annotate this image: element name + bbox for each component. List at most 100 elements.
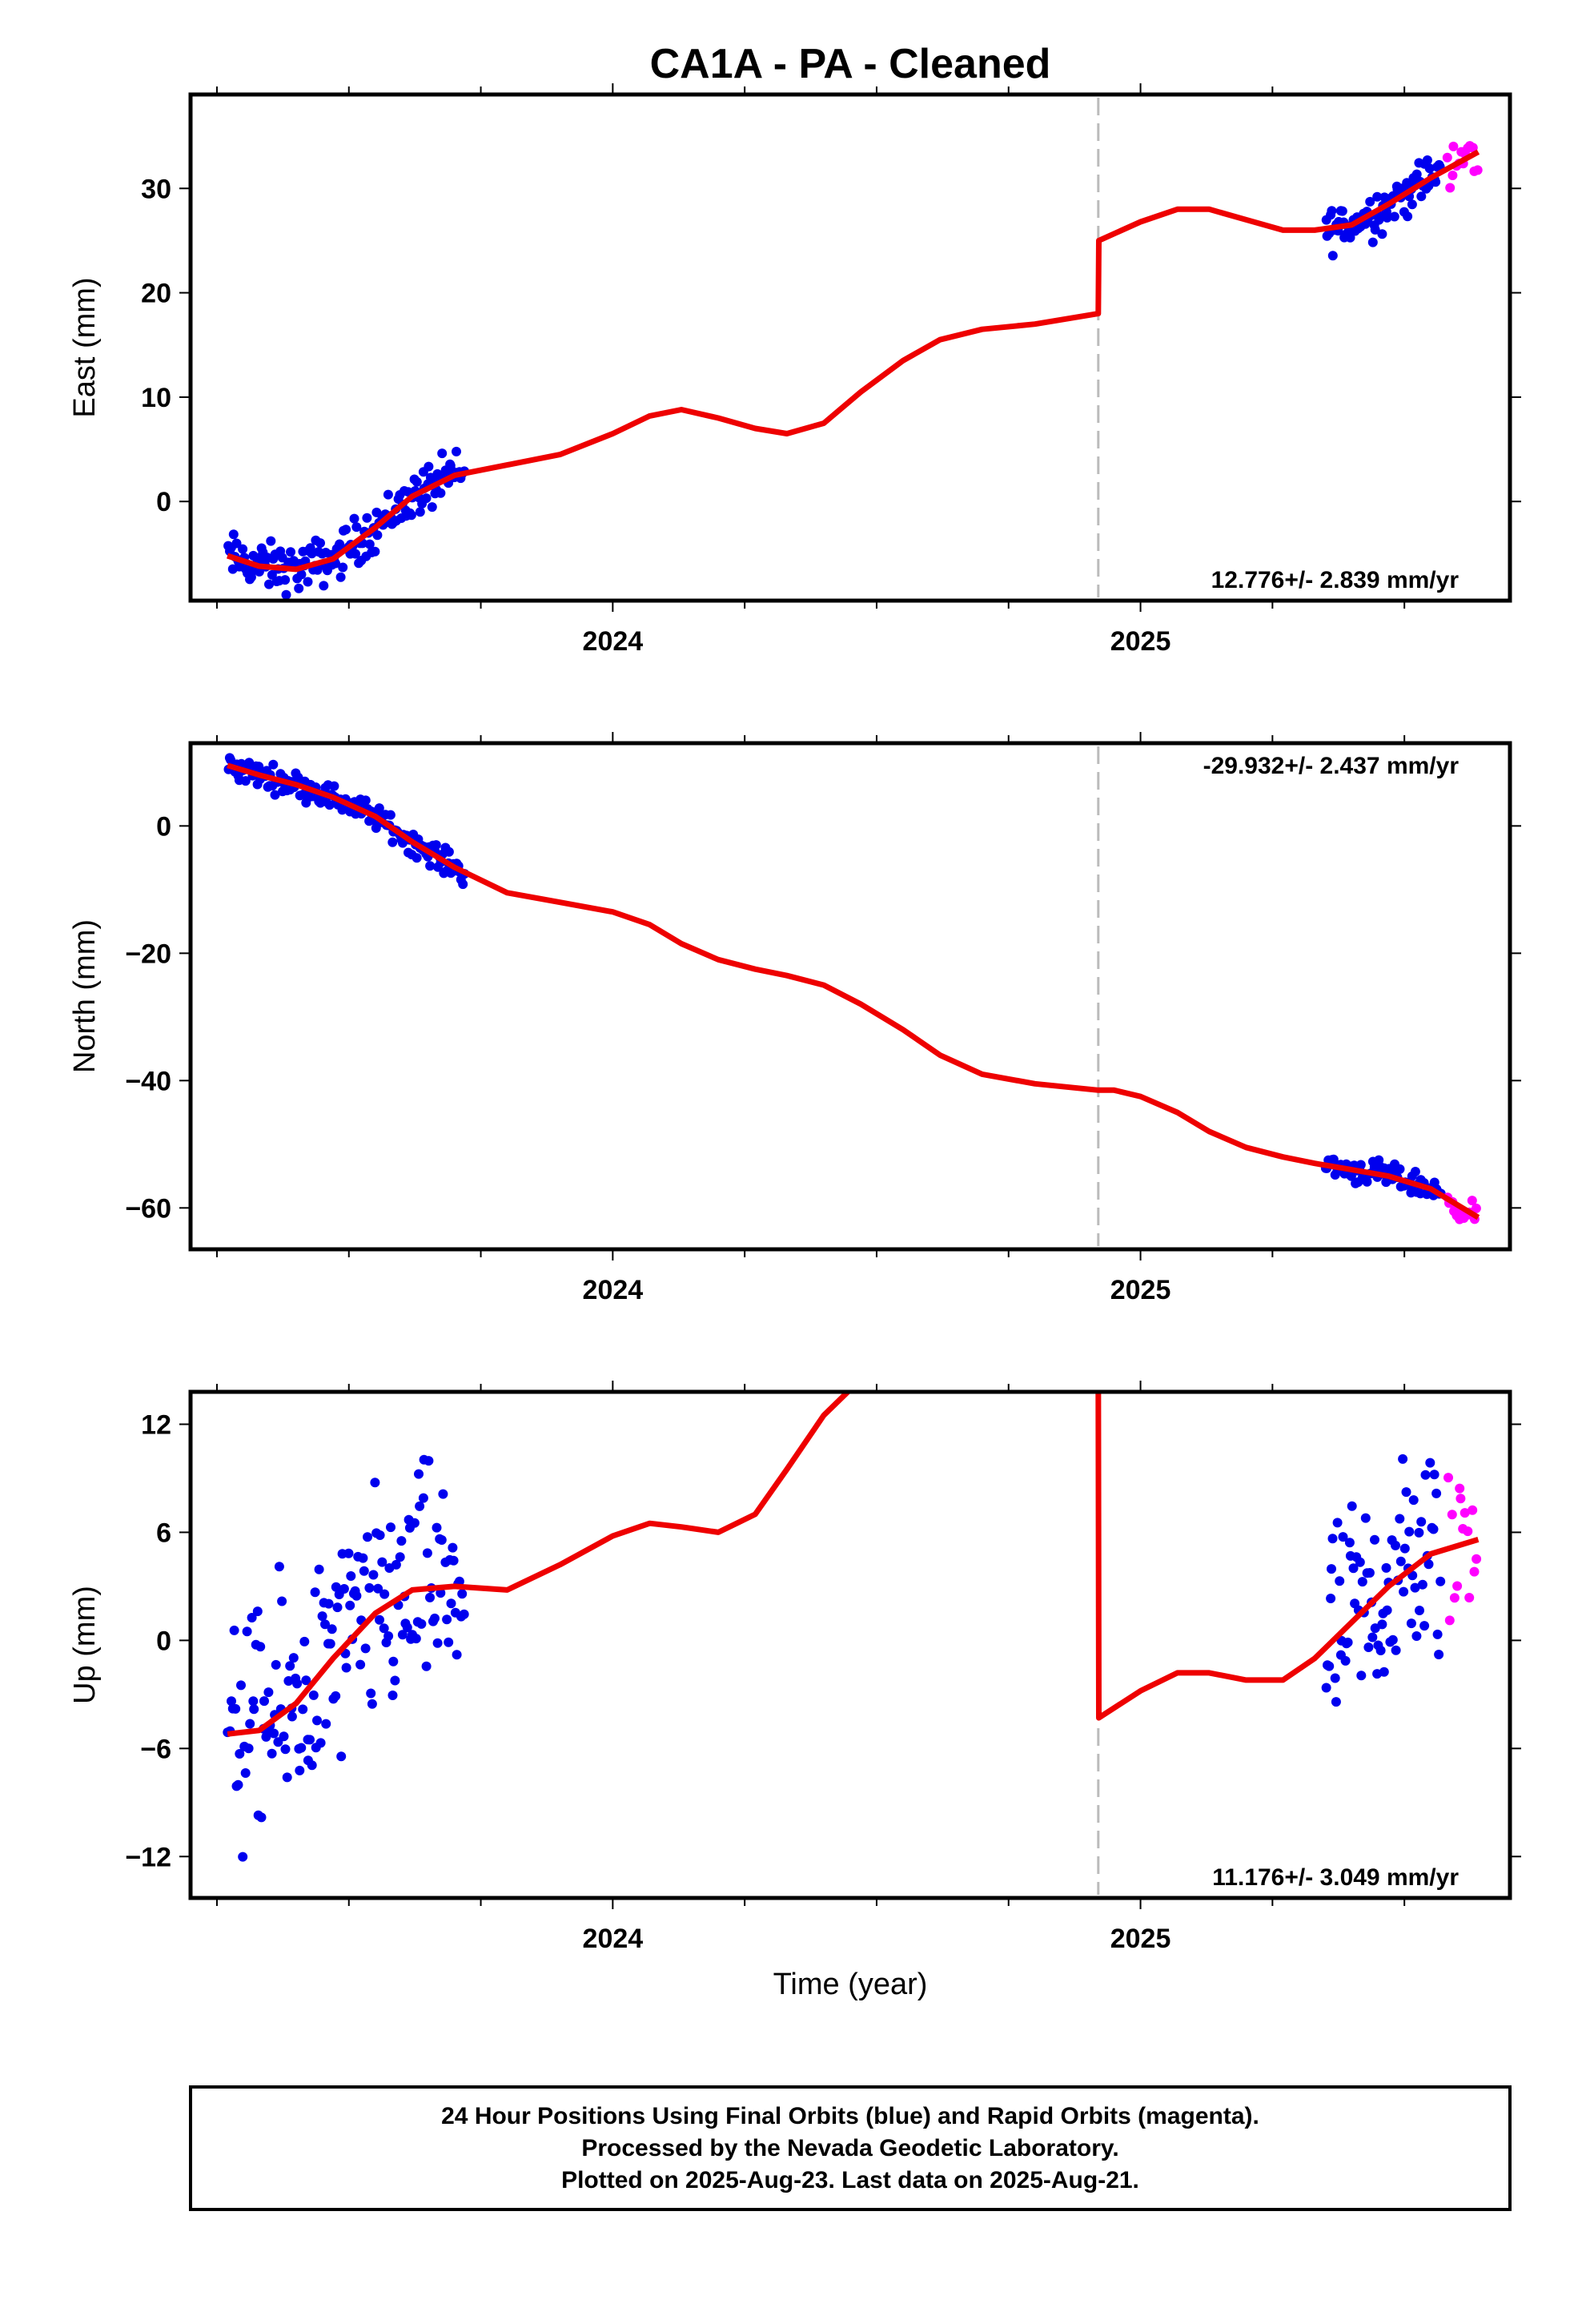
final-orbit-point (268, 759, 279, 770)
y-tick-label: 0 (156, 811, 171, 842)
final-orbit-point (247, 1613, 257, 1622)
data-points (223, 141, 1483, 600)
final-orbit-point (1327, 1534, 1338, 1544)
final-orbit-point (448, 1542, 458, 1553)
panel-up: 2024 2025 12 6 0 −6 −12 Up (mm) 11.176+/- 3.049 … (68, 1381, 1521, 1954)
final-orbit-point (391, 1559, 401, 1570)
final-orbit-point (425, 861, 436, 871)
final-orbit-point (1355, 1557, 1365, 1567)
final-orbit-point (263, 1687, 274, 1698)
y-tick-label: 10 (141, 383, 171, 413)
final-orbit-point (360, 1643, 371, 1654)
final-orbit-point (1375, 1646, 1386, 1655)
y-axis-label: Up (mm) (68, 1586, 102, 1704)
x-axis-label: Time (year) (773, 1968, 928, 2001)
final-orbit-point (315, 538, 325, 549)
final-orbit-point (383, 489, 393, 500)
final-orbit-point (270, 790, 280, 800)
rapid-orbit-point (1464, 1593, 1475, 1602)
final-orbit-point (412, 853, 422, 863)
footer-box (189, 2085, 1512, 2211)
x-tick-label: 2024 (583, 1924, 644, 1954)
final-orbit-point (386, 1522, 396, 1533)
rapid-orbit-point (1447, 1510, 1457, 1520)
final-orbit-point (422, 1548, 432, 1558)
final-orbit-point (1382, 1605, 1392, 1615)
final-orbit-point (436, 488, 446, 498)
final-orbit-point (452, 1650, 462, 1660)
final-orbit-point (397, 1630, 408, 1640)
final-orbit-point (1364, 1568, 1375, 1578)
final-orbit-point (310, 1587, 320, 1598)
final-orbit-point (412, 476, 422, 487)
final-orbit-point (409, 1518, 420, 1528)
final-orbit-point (315, 1738, 326, 1748)
rapid-orbit-point (1452, 1581, 1463, 1591)
final-orbit-point (1416, 1517, 1427, 1527)
y-tick-label: 0 (156, 1626, 171, 1656)
final-orbit-point (238, 1852, 248, 1862)
model-fit-line (227, 149, 1480, 573)
final-orbit-point (249, 1704, 259, 1715)
final-orbit-point (1399, 1543, 1410, 1554)
final-orbit-point (1360, 1513, 1371, 1523)
final-orbit-point (432, 1522, 442, 1533)
final-orbit-point (235, 1749, 245, 1759)
final-orbit-point (373, 1583, 383, 1594)
final-orbit-point (255, 1642, 266, 1652)
final-orbit-point (336, 1751, 347, 1762)
rapid-orbit-point (1463, 1526, 1473, 1537)
final-orbit-point (438, 1489, 448, 1499)
final-orbit-point (280, 575, 291, 585)
final-orbit-point (370, 546, 380, 557)
final-orbit-point (233, 1779, 243, 1790)
final-orbit-point (1338, 1532, 1348, 1542)
final-orbit-point (351, 522, 362, 533)
final-orbit-point (379, 1623, 389, 1634)
final-orbit-point (1321, 1683, 1331, 1693)
final-orbit-point (266, 536, 276, 546)
final-orbit-point (307, 1760, 317, 1771)
final-orbit-point (341, 1663, 351, 1673)
rapid-orbit-point (1468, 1505, 1478, 1515)
final-orbit-point (1343, 1637, 1353, 1647)
final-orbit-point (1377, 1619, 1387, 1630)
final-orbit-point (1408, 1495, 1419, 1506)
final-orbit-point (1406, 1618, 1416, 1629)
final-orbit-point (446, 1598, 456, 1609)
rapid-orbit-point (1442, 152, 1452, 163)
final-orbit-point (1423, 1559, 1434, 1570)
final-orbit-point (396, 1536, 407, 1546)
final-orbit-point (231, 538, 242, 549)
final-orbit-point (295, 1765, 305, 1775)
final-orbit-point (383, 1631, 394, 1641)
final-orbit-point (339, 1584, 349, 1594)
final-orbit-point (1377, 229, 1387, 239)
final-orbit-point (374, 803, 384, 814)
final-orbit-point (1382, 212, 1392, 223)
final-orbit-point (264, 579, 274, 589)
y-tick-label: −40 (125, 1066, 171, 1096)
final-orbit-point (346, 1571, 356, 1581)
final-orbit-point (242, 1626, 252, 1637)
final-orbit-point (367, 1699, 377, 1709)
final-orbit-point (411, 1634, 421, 1644)
final-orbit-point (1425, 1458, 1435, 1468)
final-orbit-point (332, 1602, 343, 1613)
final-orbit-point (238, 544, 248, 554)
final-orbit-point (372, 530, 383, 541)
final-orbit-point (1363, 1642, 1374, 1652)
final-orbit-point (229, 1625, 239, 1635)
rapid-orbit-point (1460, 1508, 1470, 1518)
final-orbit-point (448, 1555, 459, 1566)
final-orbit-point (1410, 1167, 1420, 1176)
final-orbit-point (387, 1691, 398, 1700)
final-orbit-point (1356, 1671, 1367, 1681)
final-orbit-point (437, 448, 448, 459)
final-orbit-point (271, 1659, 281, 1670)
data-points (223, 1454, 1482, 1862)
final-orbit-point (1431, 1488, 1442, 1498)
rapid-orbit-point (1456, 1494, 1466, 1504)
final-orbit-point (256, 1812, 267, 1823)
